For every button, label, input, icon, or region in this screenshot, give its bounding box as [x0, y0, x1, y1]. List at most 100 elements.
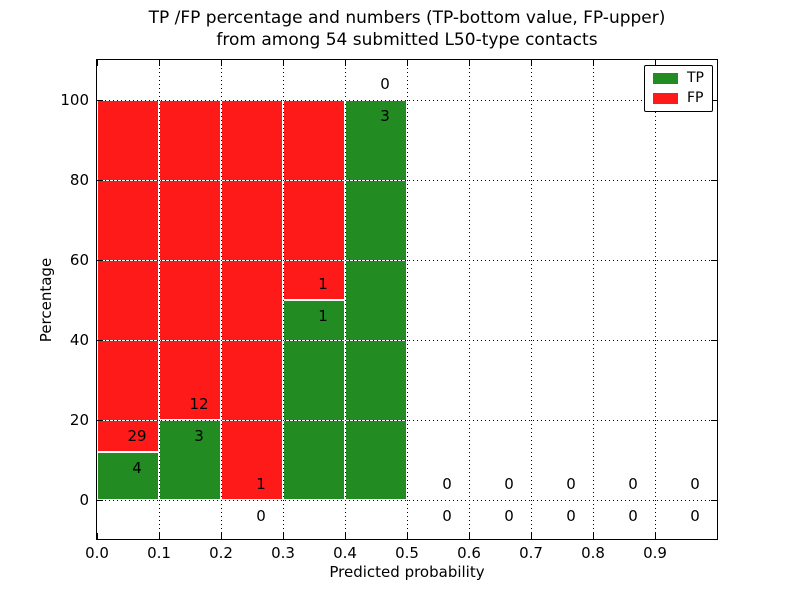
x-tick-label: 0.7 — [519, 544, 543, 562]
tp-count-label: 0 — [690, 507, 700, 525]
bar-fp-segment — [221, 100, 283, 500]
vertical-gridline — [282, 60, 284, 539]
y-tick-label: 0 — [79, 491, 89, 509]
plot-area: 29 4 12 3 1 0 1 1 0 3 0 0 0 0 0 0 0 0 0 0 TP FP — [96, 59, 718, 540]
y-tick-mark — [97, 179, 103, 181]
y-tick-mark — [711, 259, 717, 261]
tp-count-label: 1 — [318, 307, 328, 325]
vertical-gridline — [530, 60, 532, 539]
x-tick-mark — [96, 533, 98, 539]
fp-count-label: 12 — [189, 395, 209, 413]
fp-count-label: 0 — [566, 475, 576, 493]
legend-swatch-fp — [653, 93, 678, 104]
tp-count-label: 0 — [256, 507, 266, 525]
vertical-gridline — [344, 60, 346, 539]
legend-entry: TP — [653, 71, 704, 86]
fp-count-label: 1 — [318, 275, 328, 293]
x-tick-label: 0.9 — [643, 544, 667, 562]
y-tick-label: 20 — [69, 411, 89, 429]
y-axis-label: Percentage — [37, 257, 55, 343]
fp-count-label: 1 — [256, 475, 266, 493]
x-tick-label: 0.6 — [457, 544, 481, 562]
x-tick-mark — [592, 60, 594, 66]
tp-count-label: 0 — [628, 507, 638, 525]
vertical-gridline — [220, 60, 222, 539]
x-tick-mark — [220, 533, 222, 539]
x-tick-mark — [344, 533, 346, 539]
x-tick-label: 0.4 — [333, 544, 357, 562]
legend: TP FP — [644, 65, 713, 112]
x-tick-mark — [592, 533, 594, 539]
fp-count-label: 29 — [127, 426, 147, 445]
tp-count-label: 3 — [194, 427, 204, 445]
chart-title: TP /FP percentage and numbers (TP-bottom… — [97, 7, 717, 51]
x-tick-mark — [282, 60, 284, 66]
tp-count-label: 3 — [380, 107, 390, 125]
tp-count-label: 4 — [132, 458, 142, 477]
x-tick-mark — [530, 60, 532, 66]
fp-count-label: 0 — [442, 475, 452, 493]
x-tick-mark — [654, 60, 656, 66]
x-tick-mark — [716, 60, 718, 66]
y-tick-mark — [97, 99, 103, 101]
bar-tp-segment — [97, 451, 159, 500]
x-tick-label: 0.5 — [395, 544, 419, 562]
x-tick-mark — [406, 60, 408, 66]
bar-fp-segment — [283, 100, 345, 300]
legend-swatch-tp — [653, 73, 678, 84]
y-tick-mark — [711, 339, 717, 341]
vertical-gridline — [158, 60, 160, 539]
y-tick-mark — [97, 419, 103, 421]
x-tick-mark — [654, 533, 656, 539]
bar-tp-segment — [283, 300, 345, 500]
tp-count-label: 0 — [566, 507, 576, 525]
y-tick-mark — [711, 179, 717, 181]
legend-label: FP — [687, 90, 704, 106]
fp-count-label: 0 — [504, 475, 514, 493]
y-tick-label: 40 — [69, 331, 89, 349]
bar-fp-segment — [97, 100, 159, 452]
x-tick-label: 0.2 — [209, 544, 233, 562]
fp-count-label: 0 — [380, 75, 390, 93]
legend-label: TP — [687, 70, 704, 86]
x-tick-mark — [530, 533, 532, 539]
fp-count-label: 0 — [690, 475, 700, 493]
bar-tp-segment — [345, 100, 407, 500]
x-tick-mark — [220, 60, 222, 66]
y-tick-mark — [97, 499, 103, 501]
chart-title-line1: TP /FP percentage and numbers (TP-bottom… — [148, 8, 666, 28]
y-tick-mark — [97, 339, 103, 341]
x-tick-mark — [96, 60, 98, 66]
x-tick-mark — [158, 60, 160, 66]
x-tick-mark — [344, 60, 346, 66]
fp-count-label: 0 — [628, 475, 638, 493]
x-tick-mark — [282, 533, 284, 539]
y-tick-label: 100 — [60, 91, 89, 109]
vertical-gridline — [406, 60, 408, 539]
y-tick-label: 80 — [69, 171, 89, 189]
x-tick-label: 0.1 — [147, 544, 171, 562]
y-tick-mark — [711, 499, 717, 501]
x-tick-label: 0.8 — [581, 544, 605, 562]
x-tick-mark — [158, 533, 160, 539]
x-tick-label: 0.3 — [271, 544, 295, 562]
bar-tp-segment — [159, 420, 221, 500]
x-axis-label: Predicted probability — [329, 563, 485, 581]
vertical-gridline — [468, 60, 470, 539]
y-tick-mark — [711, 419, 717, 421]
tp-count-label: 0 — [442, 507, 452, 525]
x-tick-label: 0.0 — [85, 544, 109, 562]
vertical-gridline — [592, 60, 594, 539]
legend-entry: FP — [653, 91, 704, 106]
x-tick-mark — [406, 533, 408, 539]
chart-title-line2: from among 54 submitted L50-type contact… — [216, 30, 598, 50]
x-tick-mark — [716, 533, 718, 539]
x-tick-mark — [468, 60, 470, 66]
x-tick-mark — [468, 533, 470, 539]
tp-count-label: 0 — [504, 507, 514, 525]
y-tick-mark — [97, 259, 103, 261]
y-tick-label: 60 — [69, 251, 89, 269]
y-tick-mark — [711, 99, 717, 101]
vertical-gridline — [654, 60, 656, 539]
